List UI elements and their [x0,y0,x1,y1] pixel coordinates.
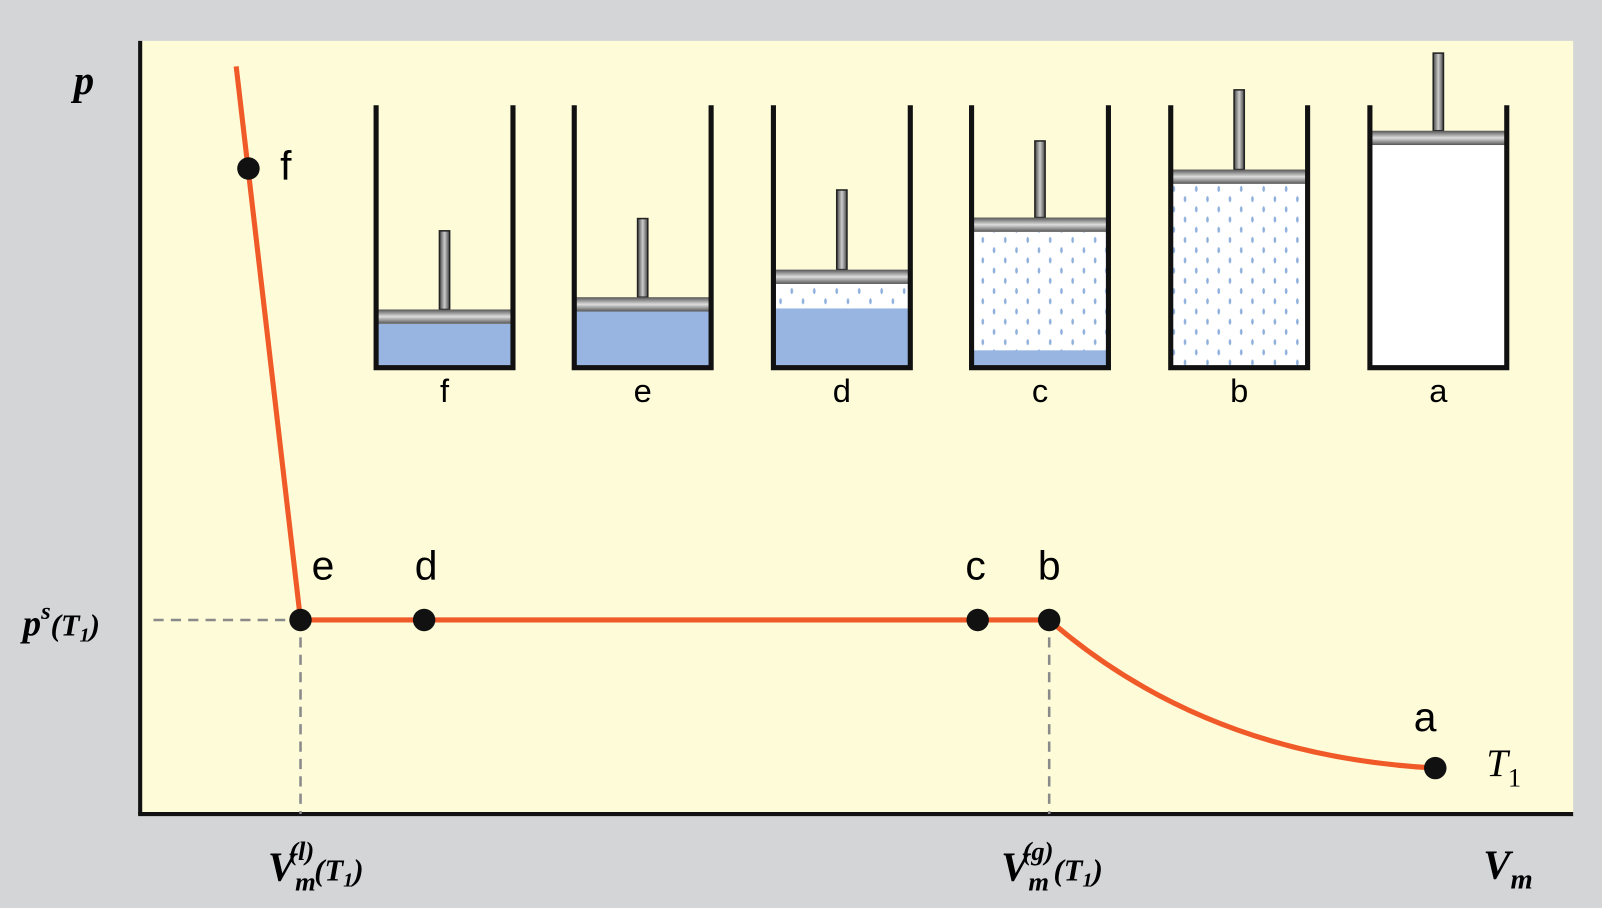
diagram: p Vm ps(T1) Vm(l)(T1) Vm(g)(T1) T1 fedcb… [0,0,1602,908]
piston-rod [1433,53,1443,131]
state-label: f [280,142,292,188]
piston [972,218,1109,232]
piston-rod [638,219,648,298]
plot-area [140,41,1573,814]
state-label: d [415,543,438,589]
sub: m [295,867,316,897]
state-point [237,157,259,179]
piston [376,309,513,323]
cylinder-label: b [1230,372,1248,409]
piston [773,270,910,284]
sup: (l) [289,836,314,866]
state-point [1424,757,1446,779]
arg: (T [51,608,81,642]
x-axis-label-sub: m [1511,865,1533,896]
state-label: e [312,543,335,589]
arg-sub: 1 [80,624,90,646]
liquid [972,350,1109,367]
cylinder-label: a [1429,372,1448,409]
piston-rod [1234,90,1244,170]
piston [1370,131,1507,145]
piston [1171,170,1308,184]
sup: (g) [1023,836,1054,866]
sub: m [1028,867,1049,897]
label-sub: 1 [1508,762,1521,792]
label: T [1486,742,1510,785]
sup: s [40,598,51,625]
page: p Vm ps(T1) Vm(l)(T1) Vm(g)(T1) T1 fedcb… [0,0,1602,908]
arg-sub: 1 [1082,870,1092,892]
piston [574,297,711,311]
state-label: a [1414,694,1437,740]
liquid [376,324,513,368]
state-point [289,609,311,631]
y-axis-label: p [71,58,94,103]
cylinder-label: e [634,372,652,409]
state-point [966,609,988,631]
piston-rod [837,190,847,270]
gas-space [1370,145,1507,368]
state-label: c [965,543,985,589]
liquid [773,308,910,367]
cylinder-label: f [440,372,450,409]
symbol: p [20,602,41,643]
arg: (T [314,853,344,887]
cylinder-label: c [1032,372,1048,409]
vapor [1171,184,1308,368]
piston-rod [439,231,449,310]
piston-rod [1035,141,1045,218]
state-label: b [1038,543,1061,589]
state-point [413,609,435,631]
arg-sub: 1 [343,870,353,892]
vapor [972,232,1109,368]
arg: (T [1054,853,1084,887]
liquid [574,312,711,368]
state-point [1038,609,1060,631]
cylinder-label: d [833,372,851,409]
